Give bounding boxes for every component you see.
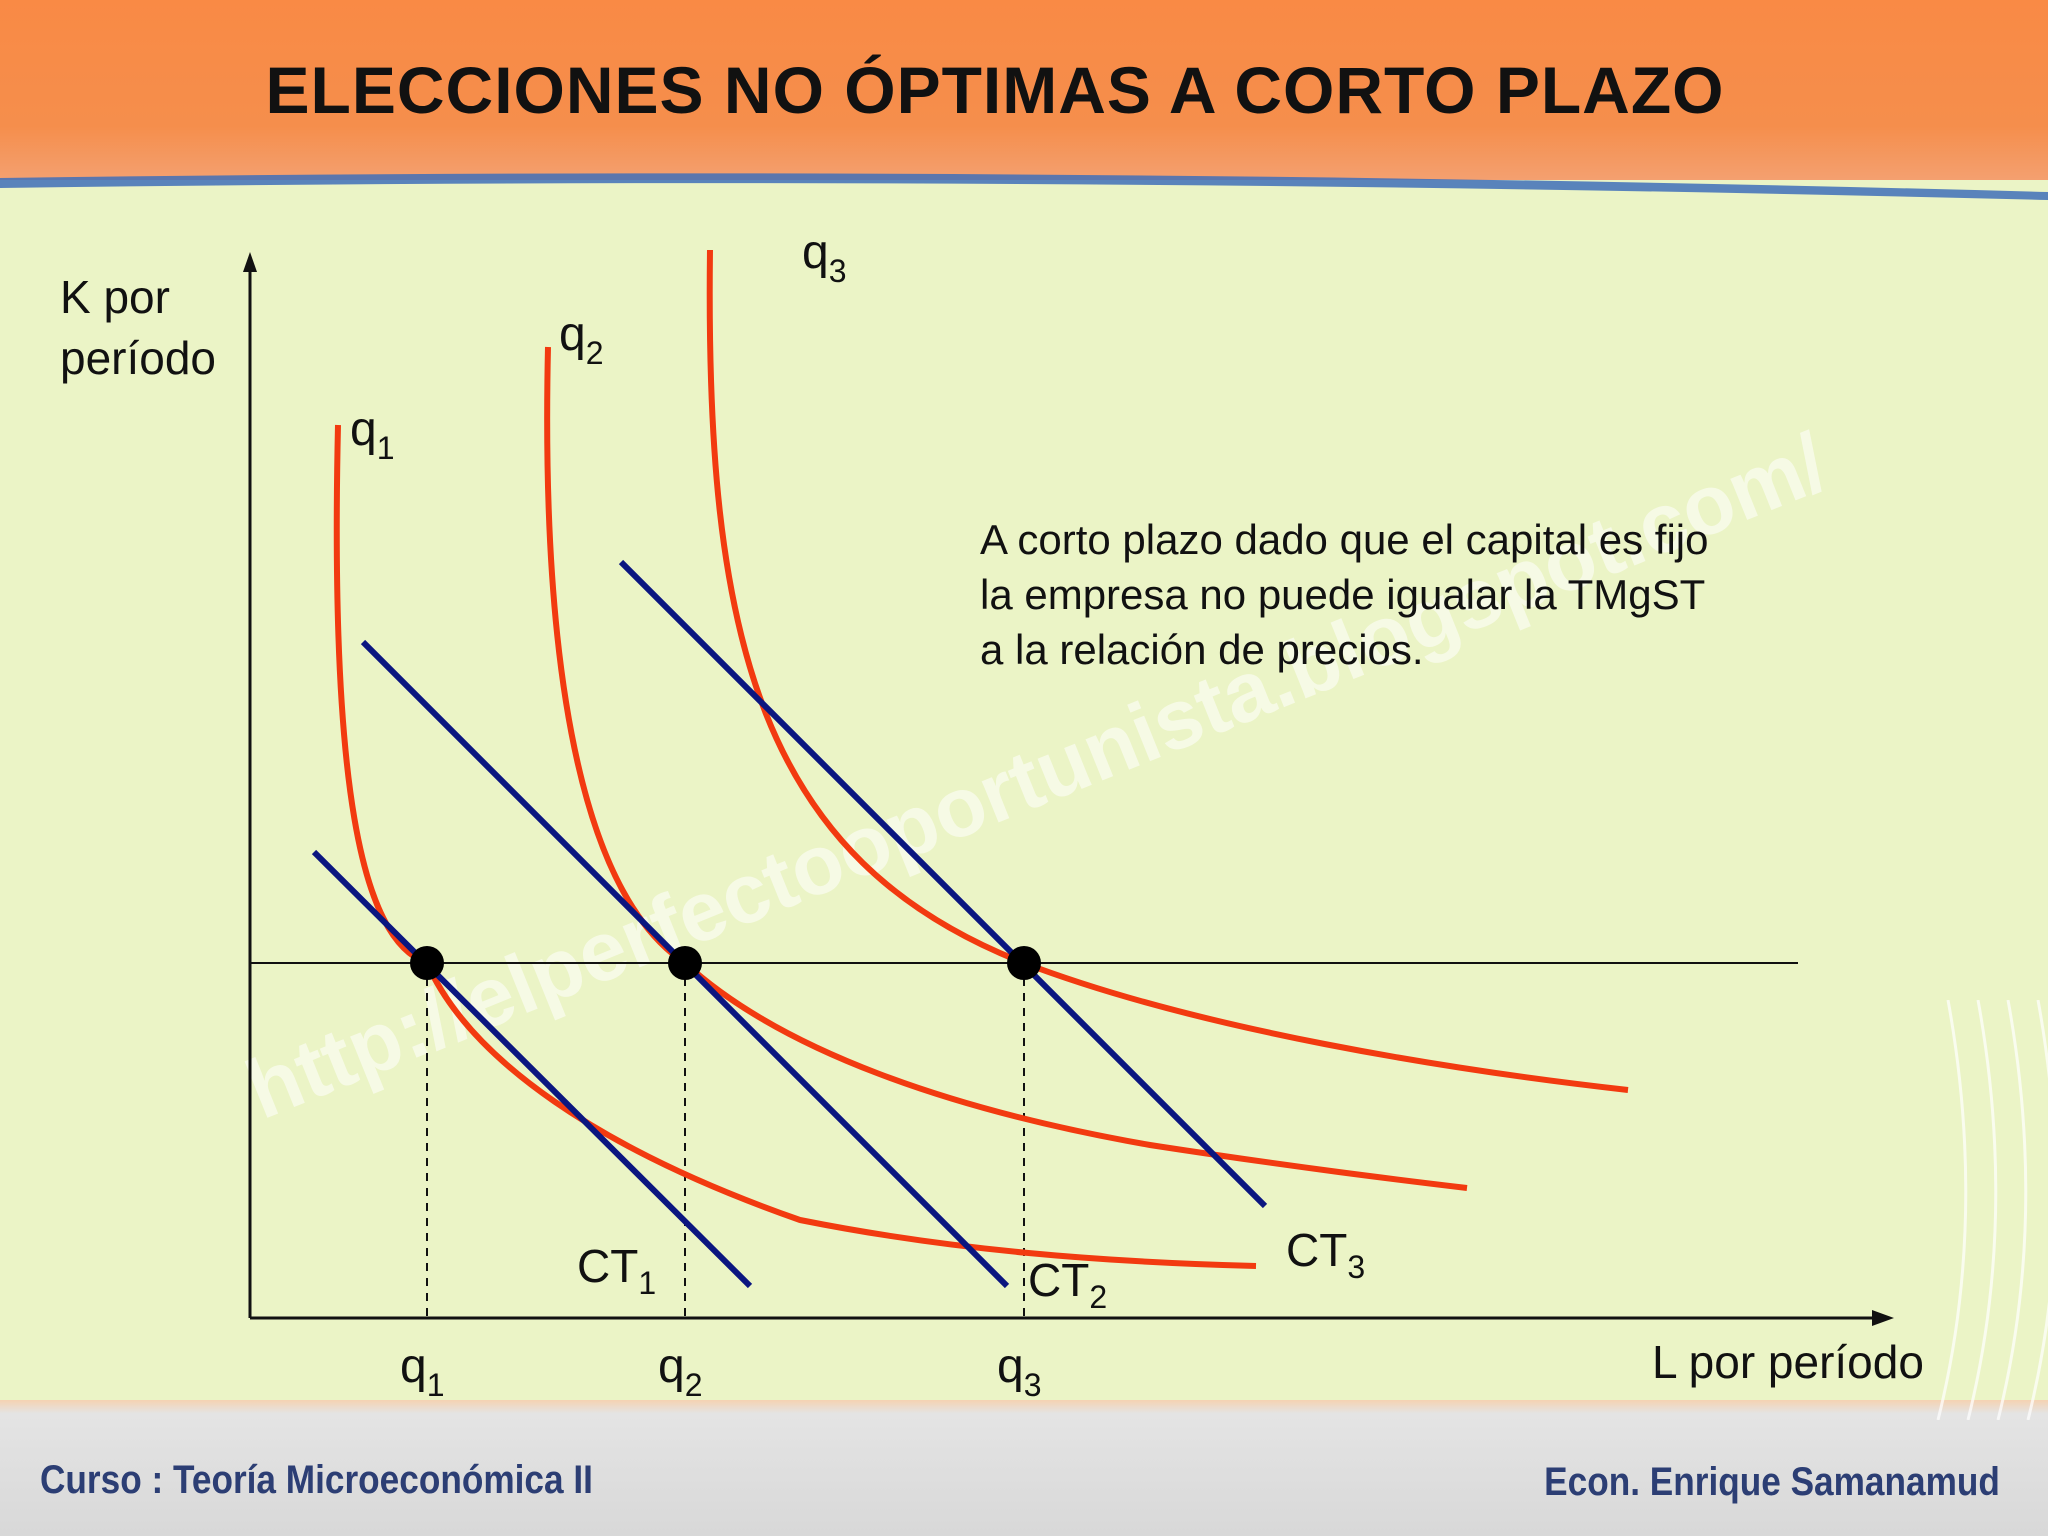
y-axis-label-line-2: período xyxy=(60,332,216,384)
explanation-note: A corto plazo dado que el capital es fij… xyxy=(980,512,1840,677)
slide-header xyxy=(0,0,2048,180)
isoquant-label-q3: q3 xyxy=(802,226,847,289)
choice-point-q1 xyxy=(410,946,444,980)
isoquant-q3 xyxy=(706,249,1629,1093)
isocost-label-ct2: CT2 xyxy=(1028,1254,1107,1315)
slide-title: ELECCIONES NO ÓPTIMAS A CORTO PLAZO xyxy=(265,53,1725,127)
x-tick-q1: q1 xyxy=(400,1340,445,1403)
y-axis-label: K por período xyxy=(60,271,216,384)
choice-point-q2 xyxy=(668,946,702,980)
slide-footer xyxy=(0,1400,2048,1536)
choice-point-q3 xyxy=(1007,946,1041,980)
footer-decoration xyxy=(1936,1000,2048,1420)
isoquant-q2 xyxy=(544,346,1468,1191)
note-line-2: la empresa no puede igualar la TMgST xyxy=(980,571,1706,618)
isocost-label-ct3: CT3 xyxy=(1286,1224,1365,1285)
y-axis-arrow xyxy=(243,252,257,272)
x-tick-q3: q3 xyxy=(997,1340,1042,1403)
isocost-ct3 xyxy=(618,559,1268,1209)
header-divider xyxy=(0,173,2048,200)
isoquant-q1 xyxy=(333,424,1257,1269)
note-line-3: a la relación de precios. xyxy=(980,626,1424,673)
isocost-ct1 xyxy=(311,849,753,1289)
x-axis-arrow xyxy=(1872,1310,1894,1326)
x-tick-q2: q2 xyxy=(658,1340,703,1403)
isoquant-label-q2: q2 xyxy=(559,308,604,371)
course-name: Curso : Teoría Microeconómica II xyxy=(40,1458,593,1502)
y-axis-label-line-1: K por xyxy=(60,271,170,323)
x-axis-label: L por período xyxy=(1652,1336,1924,1388)
isocost-label-ct1: CT1 xyxy=(577,1240,656,1301)
author-name: Econ. Enrique Samanamud xyxy=(1544,1460,2000,1504)
isoquant-label-q1: q1 xyxy=(350,403,395,466)
note-line-1: A corto plazo dado que el capital es fij… xyxy=(980,516,1709,563)
